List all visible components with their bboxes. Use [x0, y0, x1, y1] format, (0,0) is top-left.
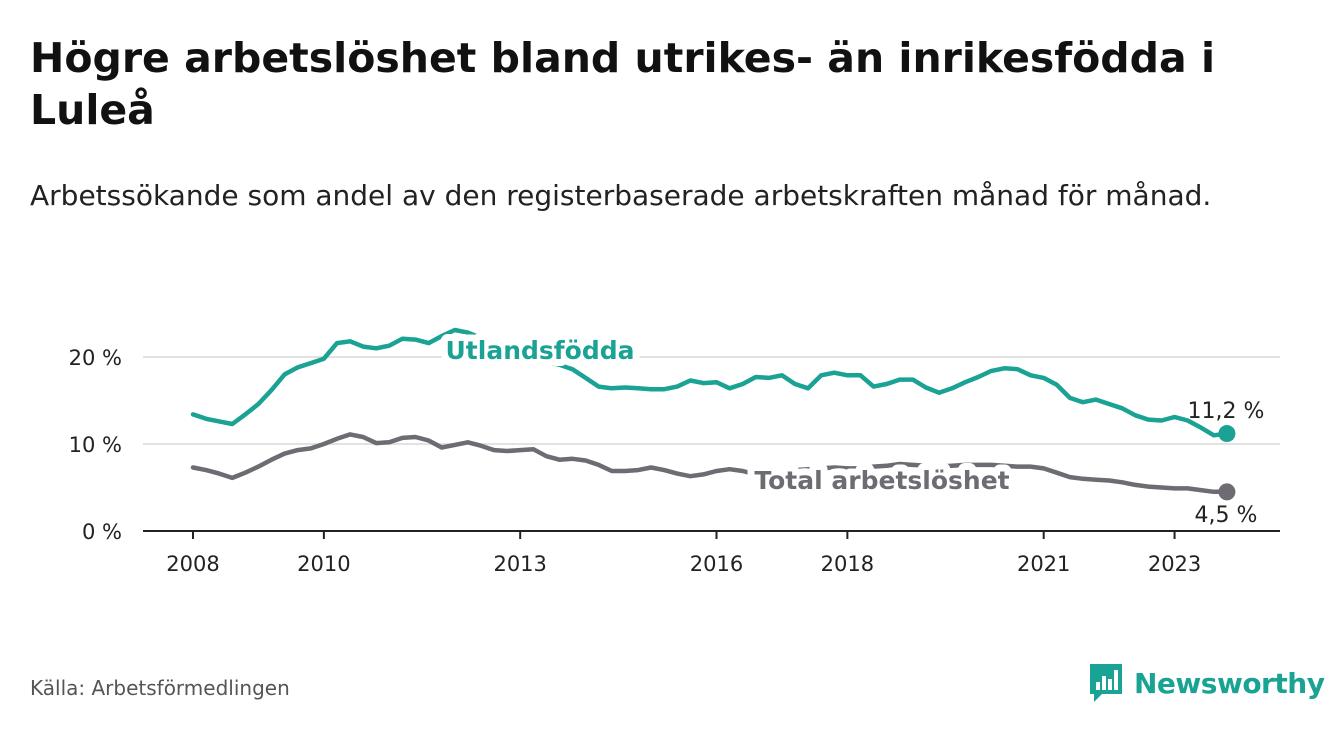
chart-subtitle: Arbetssökande som andel av den registerb…	[30, 179, 1212, 212]
chart-title: Högre arbetslöshet bland utrikes- än inr…	[30, 34, 1215, 134]
utlandsfodda-end-dot	[1218, 425, 1236, 443]
series-lines	[190, 327, 1236, 501]
grid-lines	[143, 356, 1280, 445]
x-axis: 2008 2010 2013 2016 2018 2021 2023	[143, 530, 1280, 576]
x-tick-label: 2013	[493, 552, 546, 576]
y-tick-label: 20 %	[69, 346, 122, 370]
y-tick-label: 0 %	[82, 520, 122, 544]
x-tick-label: 2021	[1017, 552, 1070, 576]
x-tick-label: 2023	[1148, 552, 1201, 576]
utlandsfodda-label: Utlandsfödda	[446, 336, 635, 365]
total-arbetsloshet-label-halo: Total arbetslöshet	[754, 466, 1009, 495]
total-end-dot	[1218, 483, 1236, 501]
x-tick-label: 2018	[821, 552, 874, 576]
line-chart: 2008 2010 2013 2016 2018 2021 2023 0 % 10 % 20 %…	[69, 327, 1280, 576]
source-note: Källa: Arbetsförmedlingen	[30, 676, 290, 700]
total-arbetsloshet-label: Total arbetslöshet	[754, 466, 1009, 495]
utlandsfodda-end-label: 11,2 %	[1188, 399, 1265, 424]
brand-name: Newsworthy	[1134, 666, 1325, 700]
brand-logo: Newsworthy	[1088, 662, 1325, 704]
y-axis-labels: 0 % 10 % 20 %	[69, 346, 122, 544]
x-tick-label: 2016	[690, 552, 743, 576]
utlandsfodda-label-halo: Utlandsfödda	[446, 336, 635, 365]
x-tick-label: 2008	[166, 552, 219, 576]
total-end-label: 4,5 %	[1195, 503, 1258, 528]
newsworthy-logo-icon	[1090, 664, 1122, 702]
x-tick-label: 2010	[297, 552, 350, 576]
utlandsfodda-line	[190, 327, 1230, 438]
y-tick-label: 10 %	[69, 433, 122, 457]
total-arbetsloshet-line	[190, 432, 1230, 495]
